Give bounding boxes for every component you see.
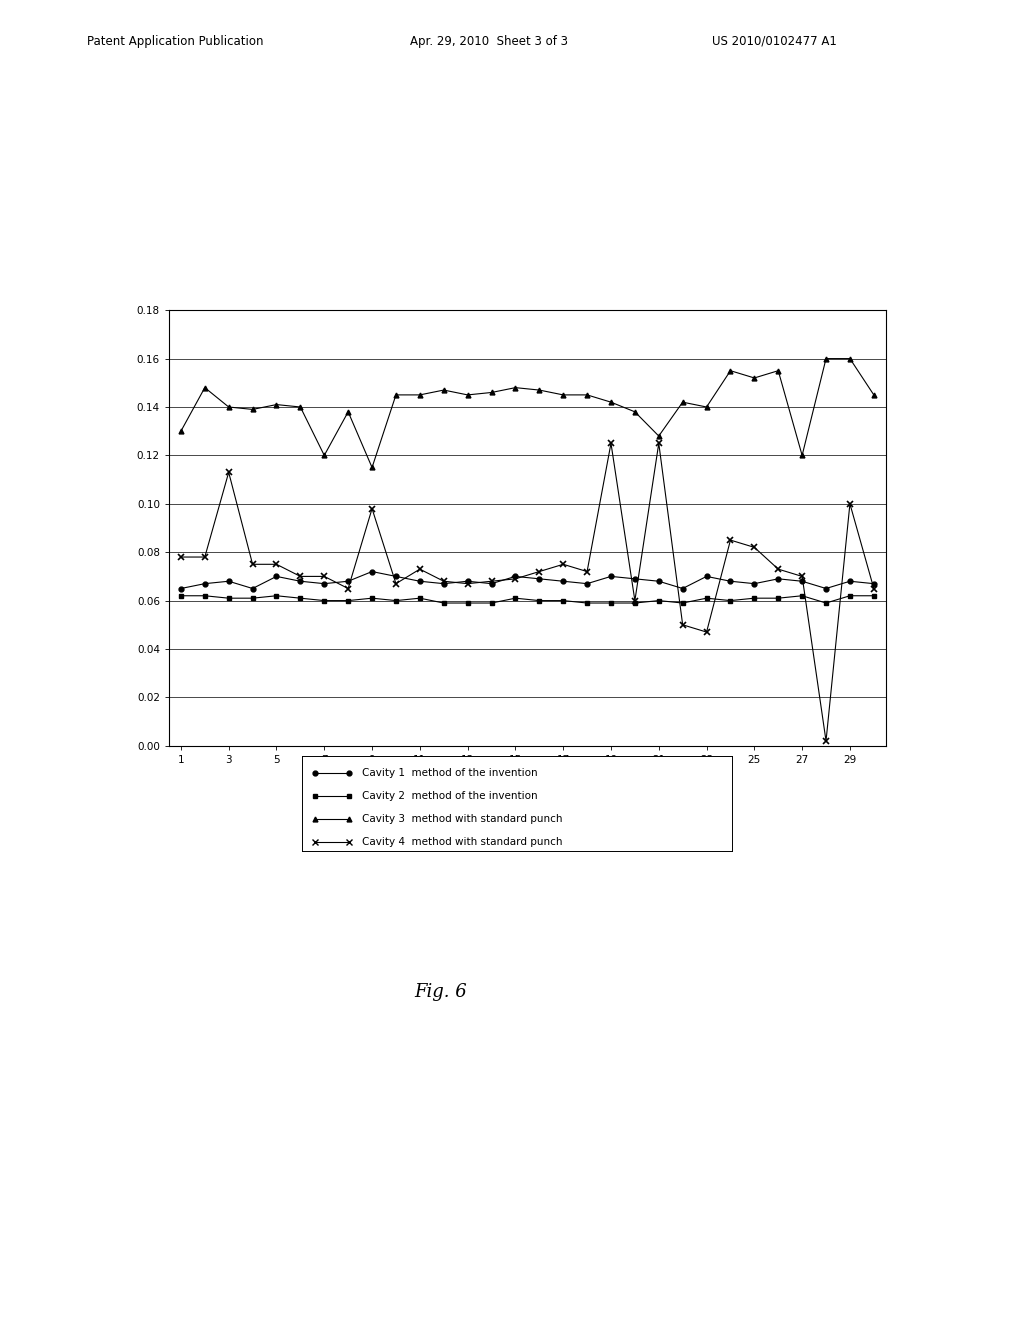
Text: Fig. 6: Fig. 6: [414, 982, 467, 1001]
Text: Cavity 1  method of the invention: Cavity 1 method of the invention: [362, 768, 538, 779]
Text: US 2010/0102477 A1: US 2010/0102477 A1: [712, 34, 837, 48]
Text: Cavity 2  method of the invention: Cavity 2 method of the invention: [362, 791, 538, 801]
Text: Apr. 29, 2010  Sheet 3 of 3: Apr. 29, 2010 Sheet 3 of 3: [410, 34, 567, 48]
Text: Patent Application Publication: Patent Application Publication: [87, 34, 263, 48]
Text: Cavity 4  method with standard punch: Cavity 4 method with standard punch: [362, 837, 563, 847]
Text: Cavity 3  method with standard punch: Cavity 3 method with standard punch: [362, 814, 563, 824]
